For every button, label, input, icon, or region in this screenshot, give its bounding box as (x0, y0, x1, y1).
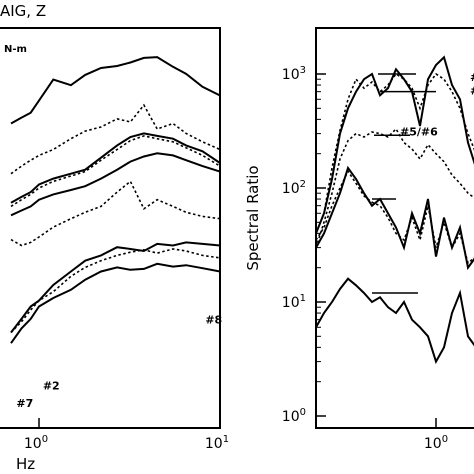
right-series-line-5 (315, 169, 474, 265)
left-plot-frame (0, 27, 221, 429)
left-series-line-8 (10, 248, 221, 334)
right-series-group (315, 55, 474, 365)
left-series-label: #8 (205, 314, 222, 327)
left-series-line-4 (10, 135, 221, 208)
right-y-tick-label: 103 (282, 65, 306, 83)
right-series-line-2 (315, 72, 474, 234)
right-series-label: #5/#6 (400, 125, 438, 138)
left-series-line-1 (10, 56, 221, 125)
right-y-tick-label: 100 (282, 407, 306, 425)
left-x-tick-label: 101 (205, 434, 229, 452)
left-series-group (10, 56, 221, 344)
right-y-ticks: 100 101 102 103 (282, 65, 326, 425)
left-series-labels: #2 #7 #8 (16, 314, 222, 410)
right-plot-frame (315, 27, 474, 429)
right-series-labels: #5#5 #5/#6 (400, 71, 474, 138)
left-x-tick-label: 100 (24, 434, 48, 452)
left-series-line-3 (10, 132, 221, 204)
right-series-line-1 (315, 55, 474, 234)
left-series-label: #7 (16, 397, 33, 410)
left-x-axis-label: Hz (16, 455, 35, 473)
left-series-line-6 (10, 180, 221, 247)
right-y-tick-label: 101 (282, 293, 306, 311)
right-y-axis-label: Spectral Ratio (244, 165, 262, 270)
right-series-label: #5 (470, 85, 474, 98)
left-series-line-5 (10, 152, 221, 217)
right-x-ticks: 100 (424, 418, 448, 452)
left-series-line-2 (10, 103, 221, 175)
left-series-label: #2 (43, 379, 60, 392)
right-reference-levels (372, 73, 436, 294)
left-panel-title: AIG, Z (0, 2, 46, 20)
left-series-line-9 (10, 262, 221, 344)
right-y-tick-label: 102 (282, 179, 306, 197)
left-series-line-7 (10, 241, 221, 334)
right-series-line-4 (315, 165, 474, 271)
right-series-line-6 (315, 277, 474, 365)
left-panel: AIG, Z N-m Hz 100 101 #2 #7 #8 (0, 2, 229, 473)
left-panel-annotation: N-m (4, 44, 27, 55)
right-x-tick-label: 100 (424, 434, 448, 452)
right-series-label: #5 (470, 71, 474, 84)
left-x-ticks: 100 101 (24, 418, 229, 452)
right-panel: Spectral Ratio 100 101 102 103 100 #5#5 #5/#… (244, 27, 474, 452)
